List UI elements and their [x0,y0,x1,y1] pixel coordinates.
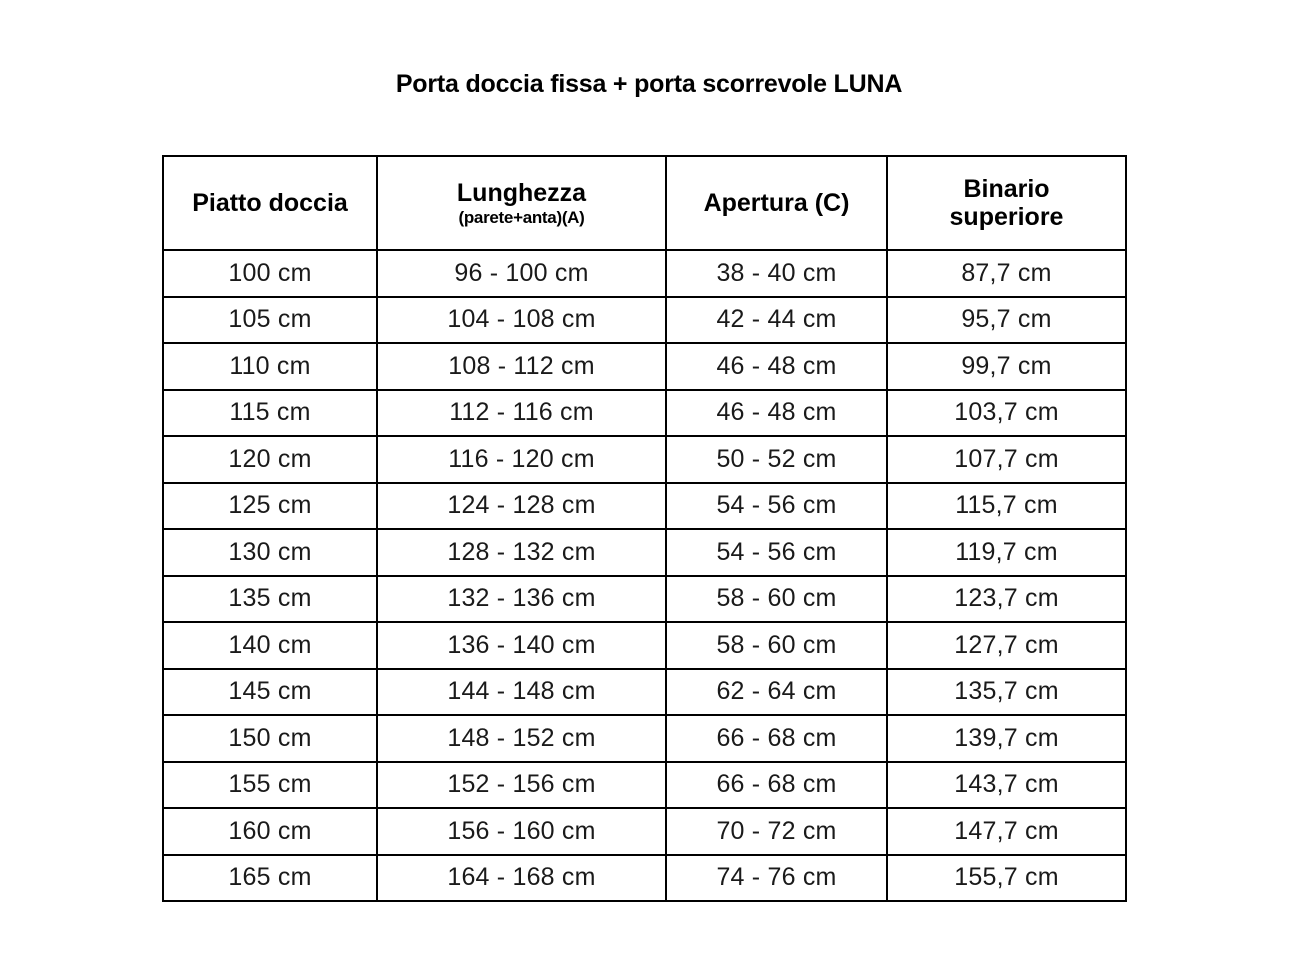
cell-lunghezza: 124 - 128 cm [376,481,667,530]
table-row: 120 cm 116 - 120 cm 50 - 52 cm 107,7 cm [162,435,1127,484]
column-header-lunghezza: Lunghezza (parete+anta)(A) [376,155,667,251]
table-row: 140 cm 136 - 140 cm 58 - 60 cm 127,7 cm [162,621,1127,670]
cell-binario-superiore: 103,7 cm [886,388,1127,437]
cell-piatto-doccia: 155 cm [162,760,378,809]
cell-piatto-doccia: 165 cm [162,853,378,902]
table-row: 125 cm 124 - 128 cm 54 - 56 cm 115,7 cm [162,481,1127,530]
table-row: 135 cm 132 - 136 cm 58 - 60 cm 123,7 cm [162,574,1127,623]
cell-apertura: 50 - 52 cm [665,435,888,484]
table-body: 100 cm 96 - 100 cm 38 - 40 cm 87,7 cm 105 cm… [162,249,1127,902]
cell-lunghezza: 152 - 156 cm [376,760,667,809]
column-header-apertura-label: Apertura (C) [703,189,850,217]
cell-lunghezza: 132 - 136 cm [376,574,667,623]
table-row: 105 cm 104 - 108 cm 42 - 44 cm 95,7 cm [162,295,1127,344]
cell-apertura: 42 - 44 cm [665,295,888,344]
cell-apertura: 54 - 56 cm [665,481,888,530]
table-row: 160 cm 156 - 160 cm 70 - 72 cm 147,7 cm [162,807,1127,856]
table-header-row: Piatto doccia Lunghezza (parete+anta)(A)… [162,155,1127,251]
table-row: 115 cm 112 - 116 cm 46 - 48 cm 103,7 cm [162,388,1127,437]
cell-binario-superiore: 143,7 cm [886,760,1127,809]
cell-piatto-doccia: 140 cm [162,621,378,670]
cell-binario-superiore: 107,7 cm [886,435,1127,484]
cell-binario-superiore: 123,7 cm [886,574,1127,623]
cell-piatto-doccia: 100 cm [162,249,378,298]
cell-lunghezza: 112 - 116 cm [376,388,667,437]
cell-piatto-doccia: 120 cm [162,435,378,484]
cell-apertura: 38 - 40 cm [665,249,888,298]
cell-apertura: 74 - 76 cm [665,853,888,902]
cell-lunghezza: 96 - 100 cm [376,249,667,298]
shower-dimensions-table: Piatto doccia Lunghezza (parete+anta)(A)… [162,155,1127,902]
cell-apertura: 62 - 64 cm [665,667,888,716]
cell-binario-superiore: 139,7 cm [886,714,1127,763]
cell-apertura: 58 - 60 cm [665,621,888,670]
cell-lunghezza: 148 - 152 cm [376,714,667,763]
cell-lunghezza: 104 - 108 cm [376,295,667,344]
table-row: 165 cm 164 - 168 cm 74 - 76 cm 155,7 cm [162,853,1127,902]
cell-binario-superiore: 119,7 cm [886,528,1127,577]
cell-apertura: 66 - 68 cm [665,760,888,809]
cell-binario-superiore: 135,7 cm [886,667,1127,716]
cell-binario-superiore: 87,7 cm [886,249,1127,298]
cell-piatto-doccia: 110 cm [162,342,378,391]
cell-lunghezza: 116 - 120 cm [376,435,667,484]
cell-binario-superiore: 155,7 cm [886,853,1127,902]
cell-lunghezza: 156 - 160 cm [376,807,667,856]
cell-piatto-doccia: 135 cm [162,574,378,623]
cell-apertura: 58 - 60 cm [665,574,888,623]
table-row: 100 cm 96 - 100 cm 38 - 40 cm 87,7 cm [162,249,1127,298]
cell-piatto-doccia: 145 cm [162,667,378,716]
cell-piatto-doccia: 115 cm [162,388,378,437]
cell-piatto-doccia: 105 cm [162,295,378,344]
table-row: 150 cm 148 - 152 cm 66 - 68 cm 139,7 cm [162,714,1127,763]
table-header: Piatto doccia Lunghezza (parete+anta)(A)… [162,155,1127,251]
table-row: 155 cm 152 - 156 cm 66 - 68 cm 143,7 cm [162,760,1127,809]
column-header-binario-label: Binario [963,175,1050,203]
table-row: 130 cm 128 - 132 cm 54 - 56 cm 119,7 cm [162,528,1127,577]
cell-lunghezza: 144 - 148 cm [376,667,667,716]
table-row: 145 cm 144 - 148 cm 62 - 64 cm 135,7 cm [162,667,1127,716]
cell-apertura: 46 - 48 cm [665,342,888,391]
cell-piatto-doccia: 125 cm [162,481,378,530]
column-header-lunghezza-sublabel: (parete+anta)(A) [458,207,585,227]
cell-piatto-doccia: 150 cm [162,714,378,763]
cell-apertura: 70 - 72 cm [665,807,888,856]
column-header-binario-superiore: Binario superiore [886,155,1127,251]
cell-binario-superiore: 147,7 cm [886,807,1127,856]
cell-lunghezza: 128 - 132 cm [376,528,667,577]
cell-piatto-doccia: 130 cm [162,528,378,577]
cell-lunghezza: 164 - 168 cm [376,853,667,902]
cell-binario-superiore: 127,7 cm [886,621,1127,670]
column-header-piatto-doccia-label: Piatto doccia [192,189,348,217]
column-header-lunghezza-label: Lunghezza [456,178,587,207]
cell-binario-superiore: 115,7 cm [886,481,1127,530]
table-row: 110 cm 108 - 112 cm 46 - 48 cm 99,7 cm [162,342,1127,391]
column-header-apertura: Apertura (C) [665,155,888,251]
cell-lunghezza: 108 - 112 cm [376,342,667,391]
cell-lunghezza: 136 - 140 cm [376,621,667,670]
cell-apertura: 66 - 68 cm [665,714,888,763]
cell-apertura: 46 - 48 cm [665,388,888,437]
cell-apertura: 54 - 56 cm [665,528,888,577]
cell-binario-superiore: 99,7 cm [886,342,1127,391]
cell-binario-superiore: 95,7 cm [886,295,1127,344]
column-header-binario-sublabel: superiore [949,203,1064,231]
column-header-piatto-doccia: Piatto doccia [162,155,378,251]
cell-piatto-doccia: 160 cm [162,807,378,856]
page-title: Porta doccia fissa + porta scorrevole LU… [395,70,903,98]
